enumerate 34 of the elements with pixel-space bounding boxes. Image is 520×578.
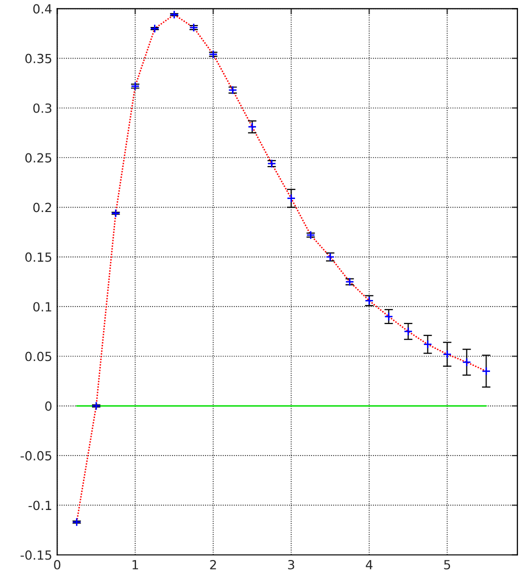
point [92,401,101,410]
x-tick-label: 0 [54,560,60,570]
point [384,312,394,322]
point [208,50,218,59]
point [72,518,82,527]
point [111,208,120,218]
x-tick-label: 4 [366,560,372,570]
x-tick-label: 2 [210,560,216,570]
point [286,194,296,203]
y-tick-label: 0.3 [33,103,52,113]
x-tick-label: 5 [444,560,450,570]
x-tick-label: 3 [288,560,294,570]
point [423,340,432,349]
y-tick-label: 0.4 [33,4,52,14]
point [482,366,491,376]
y-tick-label: 0.25 [25,153,52,163]
y-tick-label: -0.05 [20,451,52,460]
y-tick-label: 0.1 [33,302,52,312]
y-tick-label: 0.05 [25,352,52,362]
point [442,350,452,359]
point [462,358,472,367]
y-tick-label: -0.15 [20,550,52,560]
y-tick-label: 0.35 [25,54,52,64]
point [130,82,140,91]
y-tick-label: -0.1 [28,500,52,510]
point [189,23,198,32]
y-tick-label: 0.2 [33,202,52,212]
point [404,326,413,336]
y-tick-label: 0 [45,401,52,411]
point [306,230,316,240]
point [170,10,179,20]
point [150,24,160,34]
x-tick-label: 1 [132,560,138,570]
y-tick-label: 0.15 [25,252,52,262]
